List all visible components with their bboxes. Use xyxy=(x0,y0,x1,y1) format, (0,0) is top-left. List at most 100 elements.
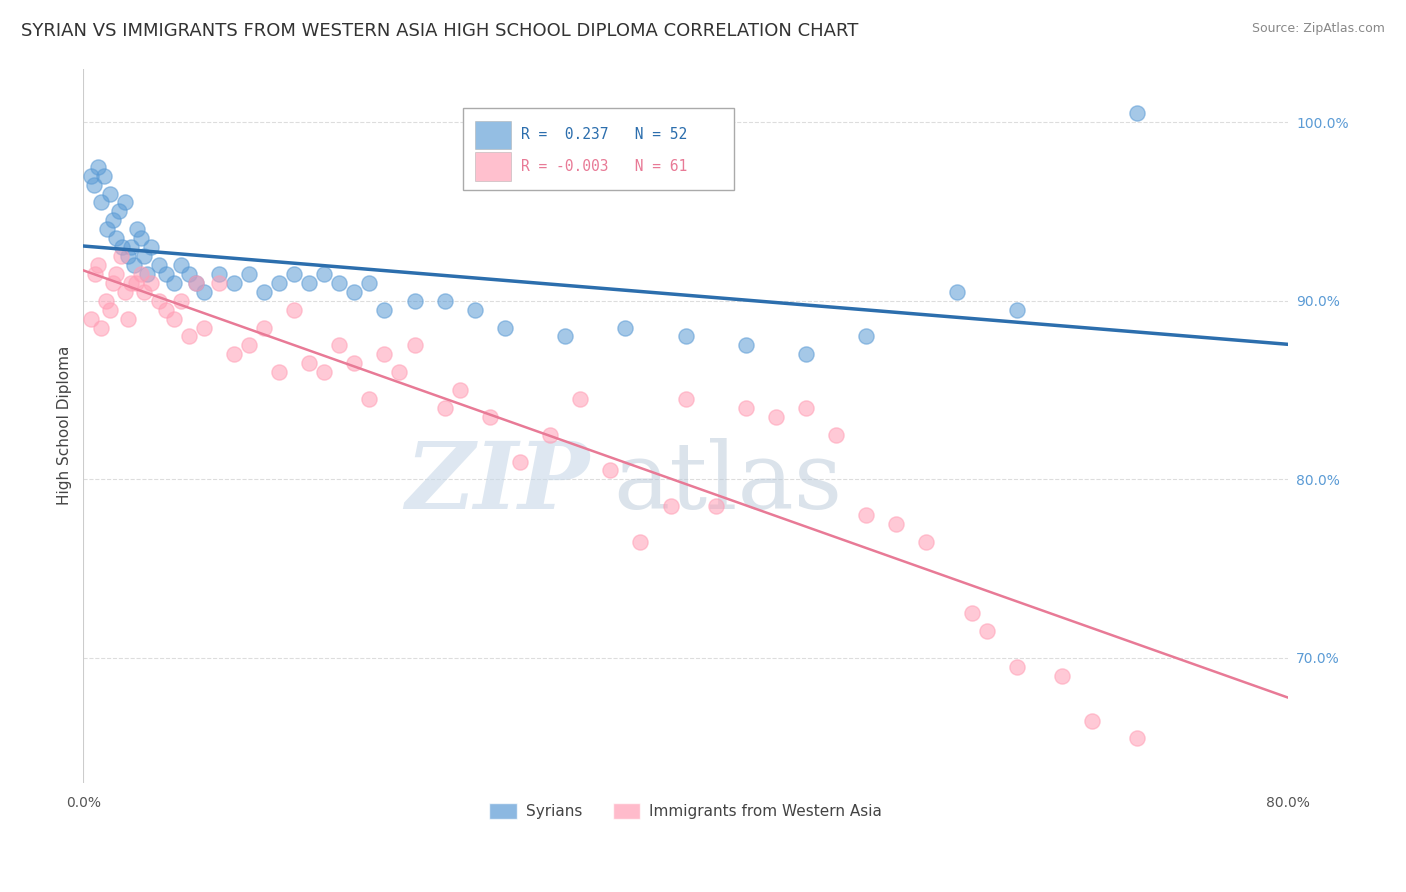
Point xyxy=(148,293,170,308)
Point xyxy=(404,338,426,352)
Point xyxy=(135,267,157,281)
Point xyxy=(103,276,125,290)
Point xyxy=(129,267,152,281)
Point xyxy=(1005,302,1028,317)
Point xyxy=(659,499,682,513)
Point xyxy=(343,356,366,370)
FancyBboxPatch shape xyxy=(475,120,510,149)
Point xyxy=(675,392,697,406)
Point xyxy=(886,516,908,531)
Point xyxy=(328,338,350,352)
Point xyxy=(114,195,136,210)
Point xyxy=(253,285,276,299)
Point xyxy=(125,276,148,290)
Point xyxy=(825,427,848,442)
Point xyxy=(108,204,131,219)
Point xyxy=(628,534,651,549)
Point xyxy=(83,178,105,192)
Point xyxy=(449,383,471,397)
Point xyxy=(139,240,162,254)
Point xyxy=(132,249,155,263)
Point xyxy=(87,258,110,272)
Point xyxy=(328,276,350,290)
Point xyxy=(404,293,426,308)
Point xyxy=(614,320,637,334)
Point xyxy=(162,311,184,326)
Point xyxy=(208,276,231,290)
Text: R =  0.237   N = 52: R = 0.237 N = 52 xyxy=(520,128,686,143)
Point xyxy=(121,276,143,290)
Point xyxy=(100,302,122,317)
Point xyxy=(90,195,112,210)
Point xyxy=(855,329,877,343)
Point xyxy=(554,329,576,343)
Point xyxy=(238,267,260,281)
Point xyxy=(494,320,516,334)
Point xyxy=(127,222,149,236)
Point xyxy=(238,338,260,352)
FancyBboxPatch shape xyxy=(463,108,734,190)
Point xyxy=(129,231,152,245)
Legend: Syrians, Immigrants from Western Asia: Syrians, Immigrants from Western Asia xyxy=(482,797,889,825)
Point xyxy=(734,401,756,415)
Text: SYRIAN VS IMMIGRANTS FROM WESTERN ASIA HIGH SCHOOL DIPLOMA CORRELATION CHART: SYRIAN VS IMMIGRANTS FROM WESTERN ASIA H… xyxy=(21,22,859,40)
Point xyxy=(155,267,177,281)
Point xyxy=(314,267,336,281)
Text: atlas: atlas xyxy=(613,438,842,528)
Point xyxy=(855,508,877,522)
Point xyxy=(222,347,245,361)
Point xyxy=(139,276,162,290)
Point xyxy=(1050,669,1073,683)
Point xyxy=(569,392,592,406)
Point xyxy=(124,258,146,272)
Point xyxy=(222,276,245,290)
Point xyxy=(283,302,305,317)
Point xyxy=(105,231,128,245)
Point xyxy=(960,607,983,621)
Point xyxy=(193,285,215,299)
Point xyxy=(945,285,967,299)
Point xyxy=(915,534,938,549)
Point xyxy=(267,276,290,290)
Text: R = -0.003   N = 61: R = -0.003 N = 61 xyxy=(520,159,686,174)
Point xyxy=(90,320,112,334)
Point xyxy=(193,320,215,334)
Point xyxy=(155,302,177,317)
Point xyxy=(132,285,155,299)
Point xyxy=(373,302,395,317)
Point xyxy=(114,285,136,299)
Point xyxy=(509,454,531,468)
FancyBboxPatch shape xyxy=(475,153,510,181)
Point xyxy=(93,169,115,183)
Point xyxy=(388,365,411,379)
Point xyxy=(464,302,486,317)
Point xyxy=(373,347,395,361)
Point xyxy=(734,338,756,352)
Point xyxy=(599,463,621,477)
Point xyxy=(177,267,200,281)
Point xyxy=(121,240,143,254)
Point xyxy=(976,624,998,639)
Point xyxy=(765,409,787,424)
Point xyxy=(433,401,456,415)
Point xyxy=(110,249,132,263)
Point xyxy=(1005,660,1028,674)
Point xyxy=(96,222,118,236)
Point xyxy=(538,427,561,442)
Point xyxy=(84,267,107,281)
Point xyxy=(94,293,117,308)
Point xyxy=(267,365,290,379)
Point xyxy=(103,213,125,227)
Point xyxy=(283,267,305,281)
Point xyxy=(170,258,193,272)
Point xyxy=(314,365,336,379)
Point xyxy=(87,160,110,174)
Y-axis label: High School Diploma: High School Diploma xyxy=(58,346,72,506)
Point xyxy=(105,267,128,281)
Point xyxy=(298,356,321,370)
Point xyxy=(359,276,381,290)
Point xyxy=(117,249,139,263)
Point xyxy=(794,401,817,415)
Point xyxy=(1126,731,1149,746)
Text: Source: ZipAtlas.com: Source: ZipAtlas.com xyxy=(1251,22,1385,36)
